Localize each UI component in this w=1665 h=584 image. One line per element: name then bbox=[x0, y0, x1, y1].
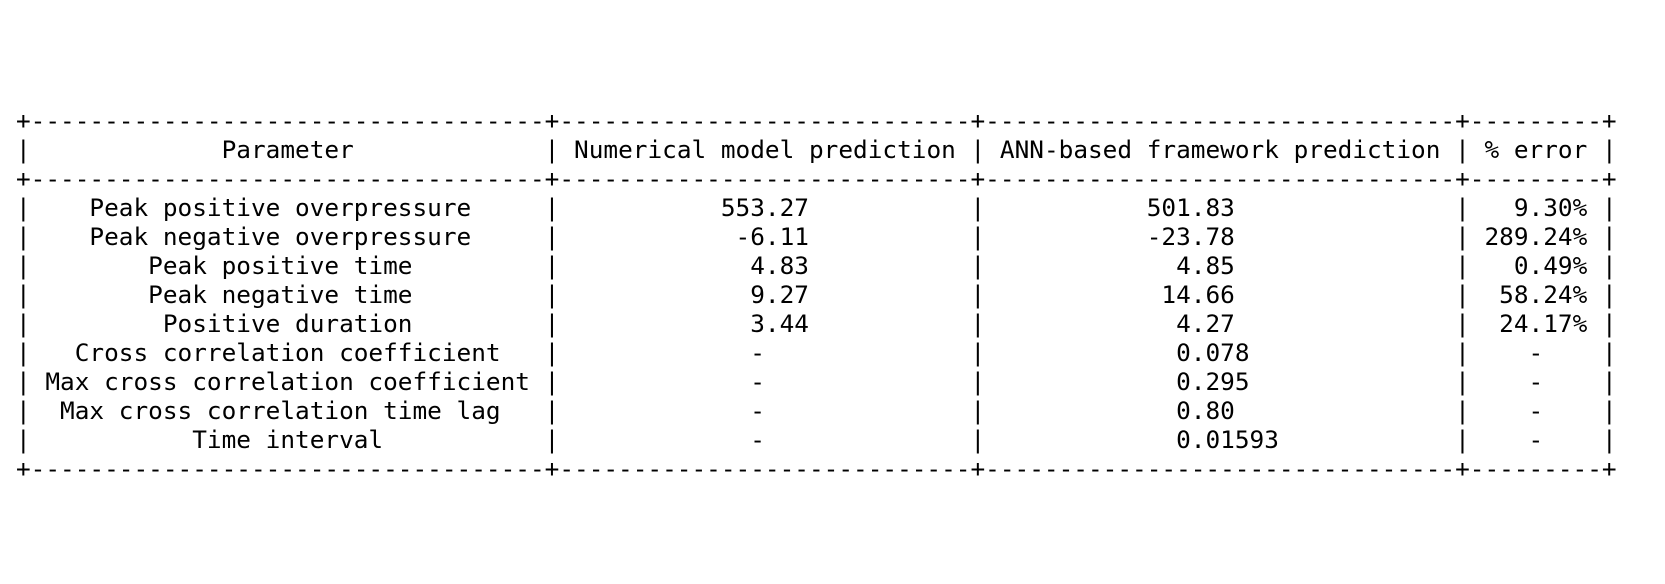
table-cell-col-4: - bbox=[1484, 367, 1588, 396]
table-cell-col-3: 0.01593 bbox=[999, 425, 1441, 454]
table-cell-col-1: Cross correlation coefficient bbox=[45, 338, 530, 367]
table-cell-col-3: -23.78 bbox=[999, 222, 1441, 251]
table-row: | Max cross correlation coefficient | - … bbox=[16, 367, 1617, 396]
table-row: | Cross correlation coefficient | - | 0.… bbox=[16, 338, 1617, 367]
table-cell-col-4: 0.49% bbox=[1484, 251, 1588, 280]
table-cell-col-4: - bbox=[1484, 338, 1588, 367]
table-cell-col-4: 9.30% bbox=[1484, 193, 1588, 222]
table-row: | Peak negative time | 9.27 | 14.66 | 58… bbox=[16, 280, 1617, 309]
table-cell-col-1: Peak negative overpressure bbox=[45, 222, 530, 251]
table-cell-col-3: 0.295 bbox=[999, 367, 1441, 396]
table-cell-col-3: 0.078 bbox=[999, 338, 1441, 367]
table-cell-col-3: 501.83 bbox=[999, 193, 1441, 222]
table-cell-col-3: 14.66 bbox=[999, 280, 1441, 309]
table-cell-col-2: - bbox=[574, 367, 956, 396]
table-row: | Positive duration | 3.44 | 4.27 | 24.1… bbox=[16, 309, 1617, 338]
table-cell-col-3: 4.27 bbox=[999, 309, 1441, 338]
table-cell-col-2: - bbox=[574, 396, 956, 425]
table-cell-col-4: - bbox=[1484, 396, 1588, 425]
table-cell-col-2: 4.83 bbox=[574, 251, 956, 280]
table-cell-col-1: Peak positive time bbox=[45, 251, 530, 280]
table-row: | Peak positive overpressure | 553.27 | … bbox=[16, 193, 1617, 222]
results-table: +-----------------------------------+---… bbox=[16, 106, 1617, 483]
table-cell-col-1: Peak negative time bbox=[45, 280, 530, 309]
table-cell-col-4: - bbox=[1484, 425, 1588, 454]
table-cell-col-4: 58.24% bbox=[1484, 280, 1588, 309]
table-top-border: +-----------------------------------+---… bbox=[16, 106, 1617, 135]
table-bottom-border: +-----------------------------------+---… bbox=[16, 454, 1617, 483]
table-row: | Peak positive time | 4.83 | 4.85 | 0.4… bbox=[16, 251, 1617, 280]
table-cell-col-2: 9.27 bbox=[574, 280, 956, 309]
header-cell-col-1: Parameter bbox=[45, 135, 530, 164]
header-cell-col-4: % error bbox=[1484, 135, 1588, 164]
table-cell-col-2: 3.44 bbox=[574, 309, 956, 338]
table-cell-col-2: - bbox=[574, 425, 956, 454]
header-cell-col-3: ANN-based framework prediction bbox=[999, 135, 1441, 164]
table-cell-col-1: Max cross correlation coefficient bbox=[45, 367, 530, 396]
table-cell-col-2: 553.27 bbox=[574, 193, 956, 222]
table-header-row: | Parameter | Numerical model prediction… bbox=[16, 135, 1617, 164]
table-cell-col-1: Positive duration bbox=[45, 309, 530, 338]
table-row: | Time interval | - | 0.01593 | - | bbox=[16, 425, 1617, 454]
table-cell-col-2: -6.11 bbox=[574, 222, 956, 251]
table-row: | Peak negative overpressure | -6.11 | -… bbox=[16, 222, 1617, 251]
table-cell-col-4: 24.17% bbox=[1484, 309, 1588, 338]
table-cell-col-1: Max cross correlation time lag bbox=[45, 396, 530, 425]
table-cell-col-3: 0.80 bbox=[999, 396, 1441, 425]
table-cell-col-3: 4.85 bbox=[999, 251, 1441, 280]
table-header-divider: +-----------------------------------+---… bbox=[16, 164, 1617, 193]
table-cell-col-1: Peak positive overpressure bbox=[45, 193, 530, 222]
table-row: | Max cross correlation time lag | - | 0… bbox=[16, 396, 1617, 425]
header-cell-col-2: Numerical model prediction bbox=[574, 135, 956, 164]
table-cell-col-1: Time interval bbox=[45, 425, 530, 454]
table-cell-col-2: - bbox=[574, 338, 956, 367]
table-cell-col-4: 289.24% bbox=[1484, 222, 1588, 251]
